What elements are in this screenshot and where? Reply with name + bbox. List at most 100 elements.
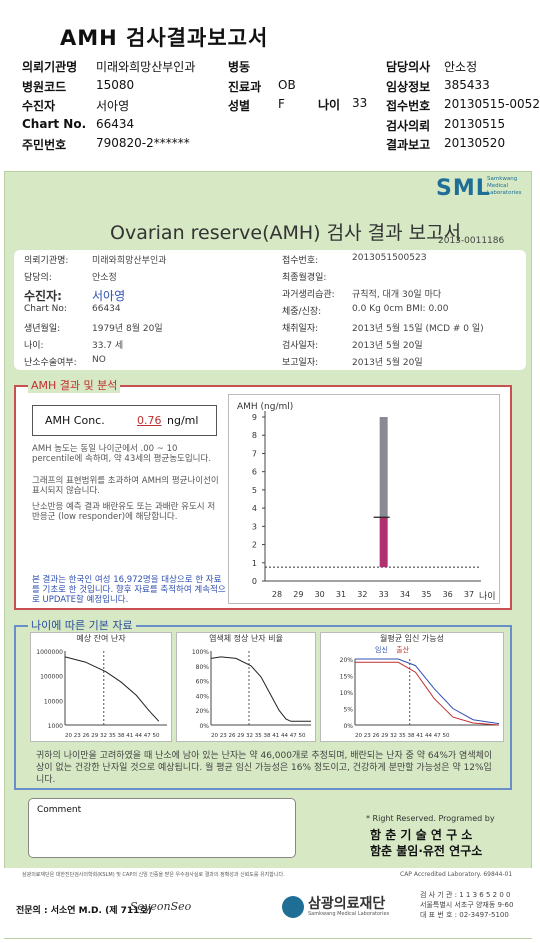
patient-info-panel	[14, 250, 526, 370]
mini-y-tick-label: 0%	[343, 723, 353, 730]
license-number: 검 사 기 관 : 1 1 3 6 5 2 0 0	[420, 891, 511, 899]
info-value: 66434	[92, 304, 121, 314]
pregnancy-curve	[355, 658, 500, 725]
contact-info: 검 사 기 관 : 1 1 3 6 5 2 0 0 서울특별시 서초구 양재동 …	[420, 890, 513, 920]
x-axis-label: 나이	[479, 591, 496, 602]
header-label: 의뢰기관명	[22, 60, 78, 74]
info-value: 미래와희망산부인과	[92, 256, 167, 266]
mini-y-tick-label: 20%	[340, 657, 354, 664]
info-value: 2013년 5월 20일	[352, 341, 423, 351]
info-value: 규칙적, 대개 30일 마다	[352, 290, 442, 300]
info-value: 33.7 세	[92, 341, 124, 351]
info-label: 생년월일:	[24, 324, 61, 334]
info-label: 수진자:	[24, 289, 62, 303]
amh-conc-unit: ng/ml	[167, 414, 199, 427]
comment-label: Comment	[37, 805, 82, 815]
y-tick-label: 6	[252, 468, 257, 477]
mini-y-tick-label: 20%	[196, 708, 210, 715]
footer	[4, 868, 532, 938]
header-value: 미래와희망산부인과	[96, 60, 196, 74]
header-value: 20130520	[444, 136, 506, 150]
y-tick-label: 7	[252, 449, 257, 458]
info-value: 서아영	[92, 289, 126, 303]
signer-text: 전문의 : 서소연 M.D. (제 711호)	[16, 906, 152, 916]
mini-x-tick-labels: 20 23 26 29 32 35 38 41 44 47 50	[65, 733, 160, 739]
phone-number: 대 표 번 호 : 02-3497-5100	[420, 911, 509, 919]
document-number: 2013-0011186	[438, 236, 505, 246]
info-label: 난소수술여부:	[24, 358, 77, 368]
amh-conc-label: AMH Conc.	[45, 414, 105, 427]
header-value: 20130515-00523	[444, 97, 540, 111]
header-value: OB	[278, 77, 296, 92]
pregnancy-legend: 임신 출산	[375, 645, 409, 655]
sml-logo-subtitle: Samkwang Medical Laboratories	[487, 176, 522, 196]
institute-name-1: 함 춘 기 술 연 구 소	[370, 828, 473, 842]
mini-y-tick-label: 40%	[196, 693, 210, 700]
info-label: Chart No:	[24, 304, 67, 314]
amh-chart-frame: AMH (ng/ml) 0 1 2 3 4 5 6 7 8 9 28 29 30 31 32 33 34 35 36 3…	[228, 394, 500, 604]
mini-y-tick-label: 1000000	[36, 649, 63, 656]
age-value: 33	[352, 96, 368, 110]
x-tick-label: 31	[336, 590, 346, 599]
y-tick-label: 5	[252, 486, 257, 495]
info-label: 담당의:	[24, 273, 52, 283]
range-bar-upper	[379, 417, 388, 518]
info-label: 검사일자:	[282, 341, 319, 351]
normal-chromosome-chart: 염색체 정상 난자 비율 100% 80% 60% 40% 20% 0% 20 23 26 …	[176, 632, 316, 742]
x-tick-label: 30	[315, 590, 325, 599]
info-value: 2013년 5월 15일 (MCD # 0 일)	[352, 324, 484, 334]
y-axis-label: AMH (ng/ml)	[237, 402, 293, 412]
header-label: 주민번호	[22, 138, 67, 152]
mini-x-tick-labels: 20 23 26 29 32 35 38 41 44 47 50	[211, 733, 306, 739]
foundation-name: 삼광의료재단	[308, 896, 386, 912]
x-tick-label: 28	[272, 590, 282, 599]
signature: SoyeonSeo	[130, 900, 192, 913]
x-tick-label: 37	[464, 590, 474, 599]
age-label: 나이	[318, 98, 341, 112]
x-tick-label: 32	[357, 590, 367, 599]
header-value: 66434	[96, 116, 135, 131]
remaining-eggs-chart: 예상 잔여 난자 1000000 100000 10000 1000 20 23 26 …	[30, 632, 172, 742]
normal-chromosome-title: 염색체 정상 난자 비율	[209, 634, 283, 643]
legend-birth: 출산	[396, 646, 410, 654]
foundation-logo-icon	[282, 896, 304, 918]
comment-box: Comment	[28, 798, 296, 858]
info-label: 의뢰기관명:	[24, 256, 69, 266]
header-label: 병동	[228, 60, 251, 74]
info-value: 2013년 5월 20일	[352, 358, 423, 368]
header-value: F	[278, 97, 285, 111]
amh-note-data-source: 본 결과는 한국인 여성 16,972명을 대상으로 한 자료를 기초로 한 것…	[32, 575, 226, 605]
info-value: 0.0 Kg 0cm BMI: 0.00	[352, 304, 449, 314]
mini-y-tick-label: 10%	[340, 690, 354, 697]
rights-text: * Right Reserved. Programed by	[366, 814, 495, 823]
info-value: NO	[92, 355, 106, 365]
info-value: 1979년 8월 20일	[92, 324, 163, 334]
legend-pregnancy: 임신	[375, 646, 388, 654]
header-label: 결과보고	[386, 138, 431, 152]
amh-conc-value: 0.76	[137, 414, 162, 427]
mini-y-tick-label: 10000	[44, 698, 63, 705]
info-label: 과거생리습관:	[282, 290, 335, 300]
y-tick-label: 9	[252, 413, 257, 422]
birth-curve	[355, 661, 500, 726]
x-tick-label: 34	[400, 590, 410, 599]
header-value: 20130515	[444, 116, 506, 131]
page-title: AMH 검사결과보고서	[60, 26, 269, 50]
x-tick-label: 35	[421, 590, 431, 599]
mini-y-tick-label: 60%	[196, 679, 210, 686]
amh-conc-box: AMH Conc. 0.76 ng/ml	[32, 405, 217, 436]
header-label: 접수번호	[386, 99, 431, 113]
header-value: 안소정	[444, 60, 478, 74]
address: 서울특별시 서초구 양재동 9-60	[420, 901, 514, 909]
basic-data-summary: 귀하의 나이만을 고려하였을 때 난소에 남아 있는 난자는 약 46,000개…	[36, 751, 493, 785]
x-tick-label: 29	[293, 590, 303, 599]
y-tick-label: 0	[252, 577, 257, 586]
mini-y-tick-label: 100%	[192, 649, 209, 656]
mini-y-tick-label: 100000	[40, 674, 63, 681]
info-value: 안소정	[92, 273, 117, 283]
header-label: 검사의뢰	[386, 118, 431, 133]
accreditation-text: 삼광의료재단은 대한진단검사의학회(KSLM) 및 CAP의 신임 인증을 받은…	[22, 872, 285, 878]
remaining-eggs-curve	[64, 656, 160, 722]
